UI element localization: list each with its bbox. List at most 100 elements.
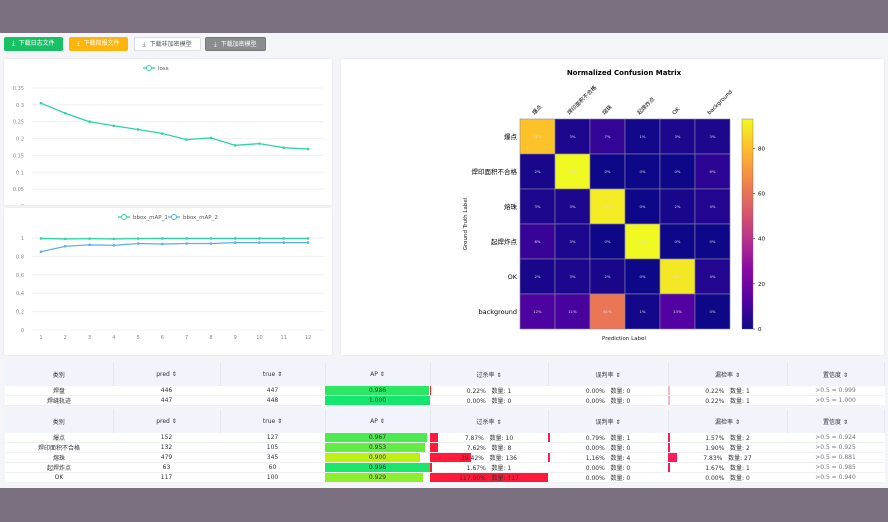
data-point — [136, 237, 140, 240]
pred-cell: 152 — [113, 433, 220, 443]
ap-value: 0.953 — [368, 444, 387, 451]
matrix-cell — [694, 258, 731, 295]
count-value: 1 — [745, 398, 750, 405]
overkill-rate: 117.00% — [459, 475, 486, 482]
count-value: 0 — [626, 475, 631, 482]
ap-value: 0.996 — [368, 464, 387, 471]
matrix-cell — [659, 293, 696, 330]
count-label: 数量: — [610, 435, 627, 442]
count-value: 1 — [507, 388, 512, 395]
pred-cell: 447 — [113, 395, 220, 406]
data-point — [112, 124, 116, 128]
legend-marker — [121, 214, 127, 220]
y-tick-label: 0 — [21, 204, 24, 205]
misjudge-rate: 0.79% — [585, 435, 605, 442]
data-point — [233, 241, 237, 244]
miss-cell: 1.90% 数量: 2 — [668, 442, 787, 453]
y-tick-label: 0.25 — [13, 120, 24, 126]
column-header[interactable]: 过杀率 ⇕ — [430, 410, 549, 433]
column-header[interactable]: 漏检率 ⇕ — [668, 410, 788, 433]
count-value: 136 — [505, 455, 517, 462]
column-header[interactable]: pred ⇕ — [113, 410, 221, 433]
column-header[interactable]: true ⇕ — [220, 410, 326, 433]
cell-value: 0% — [604, 169, 610, 174]
ap-value: 0.929 — [368, 474, 387, 481]
column-header[interactable]: 漏检率 ⇕ — [668, 363, 788, 386]
data-point — [209, 237, 213, 240]
data-point — [63, 111, 67, 115]
data-point — [161, 132, 164, 135]
column-header[interactable]: 过杀率 ⇕ — [430, 363, 549, 386]
x-tick-label: 6 — [161, 335, 164, 341]
overkill-cell: 1.67% 数量: 1 — [430, 462, 548, 473]
misjudge-rate: 0.00% — [585, 388, 605, 395]
count-value: 0 — [507, 398, 512, 405]
table-row: 焊印面积不合格 132 105 0.953 7.62% 数量: 8 0.00% 数量: 0… — [5, 442, 884, 453]
legend-marker — [146, 65, 152, 71]
cell-value: 2% — [604, 274, 610, 279]
ap-value: 0.967 — [368, 434, 387, 441]
legend-label: bbox_mAP_1 — [133, 215, 168, 221]
column-header[interactable]: pred ⇕ — [113, 363, 221, 386]
map-chart-panel: 0 0.2 0.4 0.6 0.8 1 1 2 3 4 5 6 7 8 9 10 11 12 bbox_mAP_1 b… — [4, 208, 332, 355]
y-tick-label: 0.35 — [13, 86, 24, 92]
column-header: 类别 — [5, 410, 114, 433]
miss-rate: 7.83% — [703, 455, 723, 462]
overkill-rate: 7.62% — [466, 445, 486, 452]
overkill-rate: 7.87% — [464, 435, 484, 442]
misjudge-cell: 0.00% 数量: 0 — [548, 395, 668, 406]
cell-value: 0% — [674, 239, 680, 244]
data-point — [306, 237, 310, 240]
miss-rate: 0.00% — [705, 475, 725, 482]
miss-bar — [668, 396, 670, 405]
cell-value: 7% — [604, 134, 610, 139]
colorbar-tick-label: 20 — [758, 282, 765, 288]
matrix-cell — [659, 153, 696, 190]
count-value: 1 — [507, 465, 512, 472]
overkill-cell: 117.00% 数量: 117 — [430, 472, 548, 483]
x-tick-label: 12 — [305, 335, 311, 341]
matrix-cell — [659, 188, 696, 225]
cell-value: 93% — [638, 239, 647, 244]
y-tick-label: 0.15 — [13, 153, 24, 159]
download-report-button[interactable]: ⤓ 下载简报文件 — [69, 37, 128, 51]
overkill-bar — [430, 433, 439, 442]
column-header[interactable]: AP ⇕ — [325, 363, 431, 386]
matrix-cell — [554, 258, 591, 295]
column-header[interactable]: AP ⇕ — [325, 410, 431, 433]
column-header[interactable]: 置信度 ⇕ — [787, 410, 885, 433]
matrix-cell — [589, 188, 626, 225]
data-point — [136, 128, 140, 131]
row-label: 起焊炸点 — [491, 237, 518, 246]
y-tick-label: 0.6 — [16, 273, 24, 279]
cell-value: 81% — [533, 134, 542, 139]
table-row: 起焊炸点 63 60 0.996 1.67% 数量: 1 0.00% 数量: 0 1.67%… — [5, 462, 884, 473]
download-plain-model-button[interactable]: ⤓ 下载非加密模型 — [134, 37, 201, 51]
row-label: 焊印面积不合格 — [472, 167, 518, 176]
column-header[interactable]: true ⇕ — [220, 363, 326, 386]
misjudge-bar — [548, 453, 550, 462]
count-label: 数量: — [730, 445, 746, 452]
overkill-bar — [430, 443, 438, 452]
data-point — [88, 120, 91, 124]
overkill-cell: 7.62% 数量: 8 — [430, 442, 548, 453]
column-header[interactable]: 误判率 ⇕ — [548, 410, 669, 433]
count-label: 数量: — [491, 475, 508, 482]
column-label: 熔珠 — [600, 103, 614, 117]
count-label: 数量: — [491, 398, 508, 405]
cell-value: 0% — [639, 169, 645, 174]
download-log-button[interactable]: ⤓ 下载日志文件 — [4, 37, 63, 51]
class-cell: 熔珠 — [5, 452, 113, 463]
column-label: 起焊炸点 — [635, 95, 657, 117]
cell-value: 2% — [534, 169, 540, 174]
column-header[interactable]: 置信度 ⇕ — [787, 363, 885, 386]
matrix-cell — [589, 153, 626, 190]
count-label: 数量: — [730, 388, 746, 395]
matrix-cell — [624, 223, 661, 260]
download-encrypted-model-button[interactable]: ⤓ 下载加密模型 — [205, 37, 266, 51]
misjudge-rate: 0.00% — [585, 465, 605, 472]
column-header[interactable]: 误判率 ⇕ — [548, 363, 669, 386]
cell-value: 93% — [568, 169, 577, 174]
true-cell: 60 — [220, 462, 325, 473]
